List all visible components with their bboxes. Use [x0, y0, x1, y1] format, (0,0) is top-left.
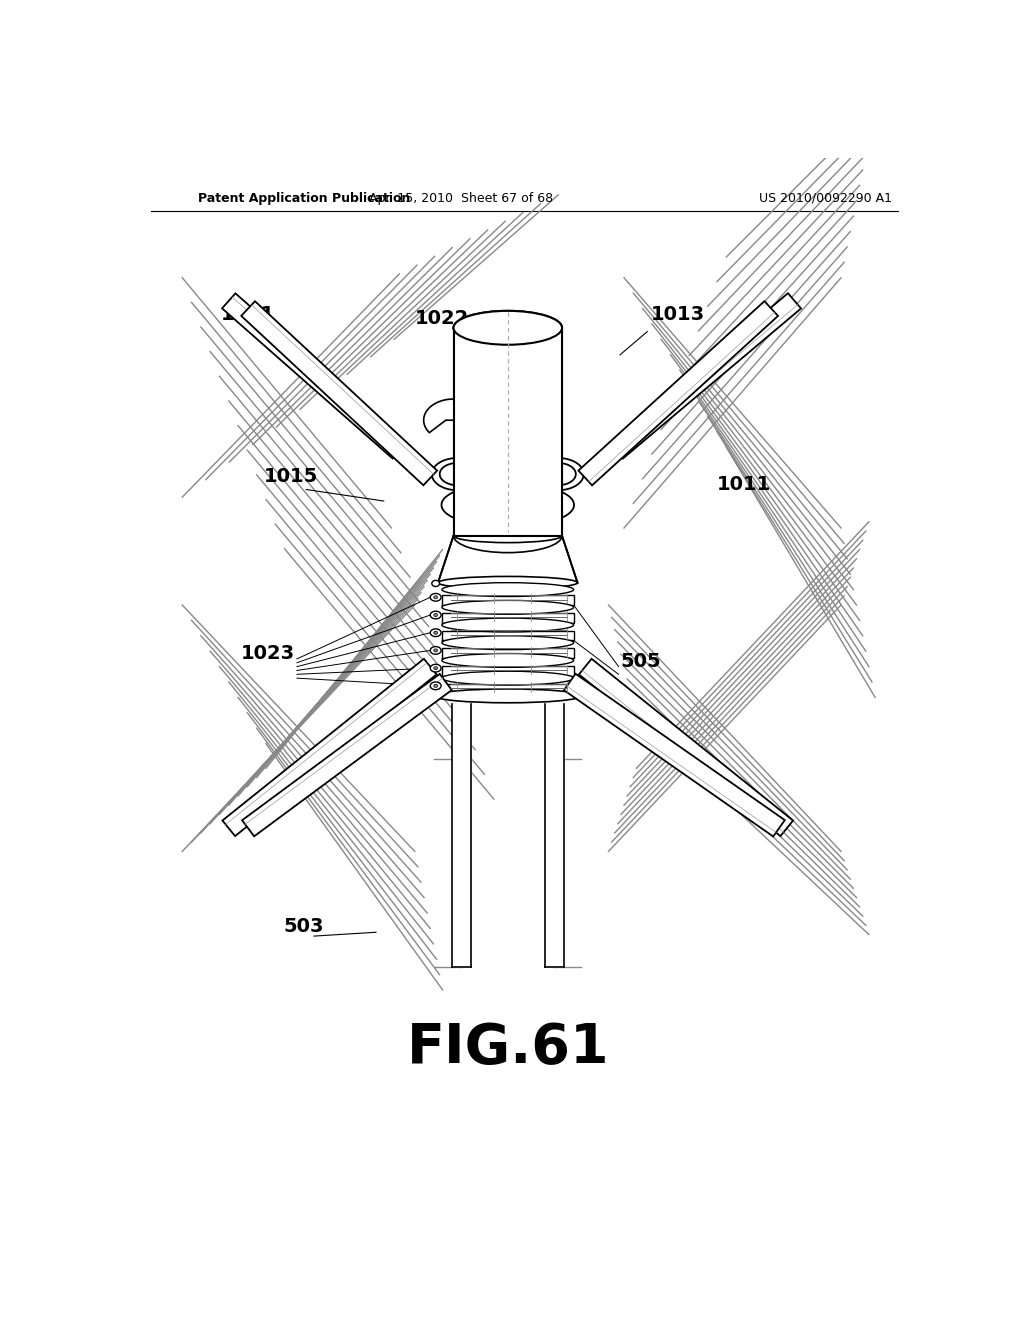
Polygon shape	[442, 595, 573, 605]
Polygon shape	[432, 458, 458, 490]
Ellipse shape	[430, 682, 441, 689]
Ellipse shape	[442, 601, 573, 614]
Polygon shape	[545, 704, 563, 966]
Text: 505: 505	[621, 652, 660, 671]
Ellipse shape	[434, 649, 437, 652]
Polygon shape	[564, 673, 784, 837]
Ellipse shape	[432, 581, 439, 586]
Polygon shape	[222, 293, 406, 458]
Ellipse shape	[434, 614, 437, 616]
Polygon shape	[242, 301, 437, 486]
Text: 1011: 1011	[221, 305, 275, 325]
Ellipse shape	[430, 664, 441, 672]
Text: 1023: 1023	[241, 644, 295, 663]
Polygon shape	[609, 293, 801, 458]
Ellipse shape	[442, 671, 573, 685]
Text: US 2010/0092290 A1: US 2010/0092290 A1	[759, 191, 892, 205]
Ellipse shape	[434, 684, 437, 688]
Ellipse shape	[430, 594, 441, 601]
Text: 1022: 1022	[415, 309, 469, 327]
Polygon shape	[424, 399, 458, 433]
Ellipse shape	[454, 312, 562, 345]
Text: 1015: 1015	[263, 467, 317, 486]
Polygon shape	[242, 675, 452, 837]
Polygon shape	[454, 327, 562, 536]
Ellipse shape	[434, 631, 437, 635]
Ellipse shape	[442, 636, 573, 649]
Polygon shape	[454, 327, 562, 536]
Polygon shape	[442, 631, 573, 640]
Text: Patent Application Publication: Patent Application Publication	[198, 191, 411, 205]
Polygon shape	[441, 486, 490, 524]
Polygon shape	[438, 536, 578, 582]
Ellipse shape	[430, 647, 441, 655]
Ellipse shape	[434, 667, 437, 669]
Polygon shape	[442, 667, 573, 676]
Ellipse shape	[430, 611, 441, 619]
Polygon shape	[579, 659, 793, 836]
Polygon shape	[442, 648, 573, 659]
Ellipse shape	[438, 577, 578, 589]
Polygon shape	[579, 301, 778, 486]
Text: 503: 503	[283, 917, 324, 936]
Text: FIG.61: FIG.61	[407, 1020, 609, 1074]
Ellipse shape	[442, 653, 573, 668]
Polygon shape	[522, 486, 574, 524]
Ellipse shape	[434, 689, 582, 702]
Ellipse shape	[434, 595, 437, 599]
Polygon shape	[222, 659, 436, 836]
Polygon shape	[558, 458, 584, 490]
Text: 1011: 1011	[717, 474, 771, 494]
Ellipse shape	[442, 582, 573, 597]
Polygon shape	[452, 704, 471, 966]
Ellipse shape	[454, 312, 562, 345]
Polygon shape	[442, 684, 573, 693]
Polygon shape	[442, 612, 573, 623]
Text: 1013: 1013	[651, 305, 706, 325]
Text: Apr. 15, 2010  Sheet 67 of 68: Apr. 15, 2010 Sheet 67 of 68	[370, 191, 553, 205]
Ellipse shape	[442, 618, 573, 632]
Ellipse shape	[430, 628, 441, 636]
